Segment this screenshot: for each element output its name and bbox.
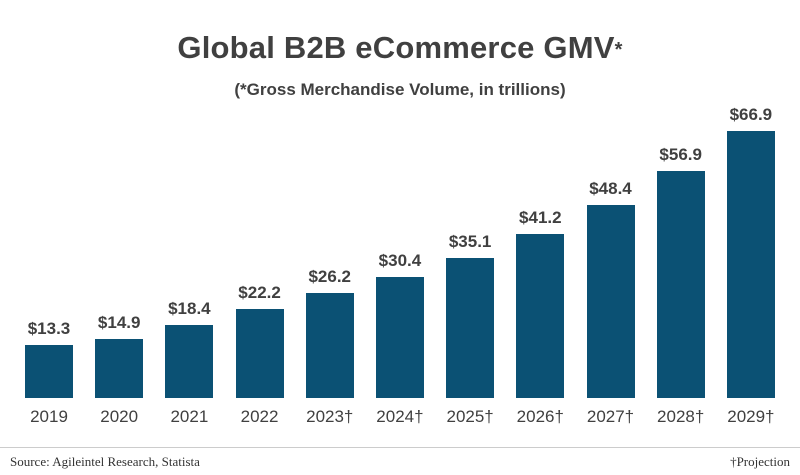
bar-group: $48.4 2027†: [578, 179, 644, 427]
title-wrap: Global B2B eCommerce GMV*: [0, 0, 800, 66]
bar-value-label: $30.4: [378, 251, 422, 270]
page-title-text: Global B2B eCommerce GMV: [177, 30, 615, 65]
bar-chart: $13.3 2019 $14.9 2020 $18.4 2021 $22.2 2022 $26.…: [0, 105, 800, 427]
bar: [656, 171, 705, 398]
bar-group: $66.9 2029†: [718, 105, 784, 427]
bar: [165, 325, 214, 398]
bar-year-label: 2025†: [446, 407, 494, 426]
bar-year-label: 2027†: [586, 407, 635, 426]
bar-year-label: 2019: [30, 407, 68, 426]
bar-year-label: 2026†: [516, 407, 564, 426]
bar-group: $18.4 2021: [156, 299, 222, 427]
bar-group: $30.4 2024†: [367, 251, 433, 427]
bar: [375, 277, 424, 398]
page-title: Global B2B eCommerce GMV*: [177, 30, 622, 65]
bar-value-label: $14.9: [97, 313, 141, 332]
bar-value-label: $35.1: [448, 232, 492, 251]
bar: [305, 293, 354, 398]
bar-year-label: 2029†: [727, 407, 775, 426]
bar-group: $56.9 2028†: [648, 145, 714, 427]
bar: [95, 339, 144, 398]
bar-year-label: 2020: [100, 407, 139, 426]
bar-year-label: 2023†: [306, 407, 354, 426]
bar-year-label: 2021: [170, 407, 209, 426]
bar: [586, 205, 635, 398]
bar-year-label: 2022: [240, 407, 279, 426]
bar-year-label: 2028†: [657, 407, 705, 426]
bar-value-label: $22.2: [238, 283, 281, 302]
bar-group: $35.1 2025†: [437, 232, 503, 427]
projection-note: †Projection: [730, 453, 790, 469]
bar-year-label: 2024†: [376, 407, 424, 426]
bar-value-label: $13.3: [27, 319, 71, 338]
bar-value-label: $18.4: [168, 299, 211, 318]
footer: Source: Agileintel Research, Statista †P…: [0, 447, 800, 475]
bar: [25, 345, 73, 398]
bar: [516, 234, 565, 398]
chart-subtitle: (*Gross Merchandise Volume, in trillions…: [234, 80, 566, 99]
bar-value-label: $26.2: [308, 267, 352, 286]
bar: [726, 131, 775, 398]
bar-value-label: $56.9: [659, 145, 702, 164]
source-text: Source: Agileintel Research, Statista: [10, 453, 200, 469]
title-asterisk: *: [614, 39, 623, 61]
bar: [446, 258, 495, 398]
bar-value-label: $48.4: [589, 179, 632, 198]
bar: [235, 309, 284, 398]
bar-value-label: $41.2: [519, 208, 562, 227]
bar-group: $14.9 2020: [86, 313, 152, 427]
bar-group: $13.3 2019: [16, 319, 82, 427]
bar-value-label: $66.9: [729, 105, 773, 124]
bar-group: $22.2 2022: [227, 283, 293, 427]
bar-group: $41.2 2026†: [507, 208, 573, 427]
bar-group: $26.2 2023†: [297, 267, 363, 427]
